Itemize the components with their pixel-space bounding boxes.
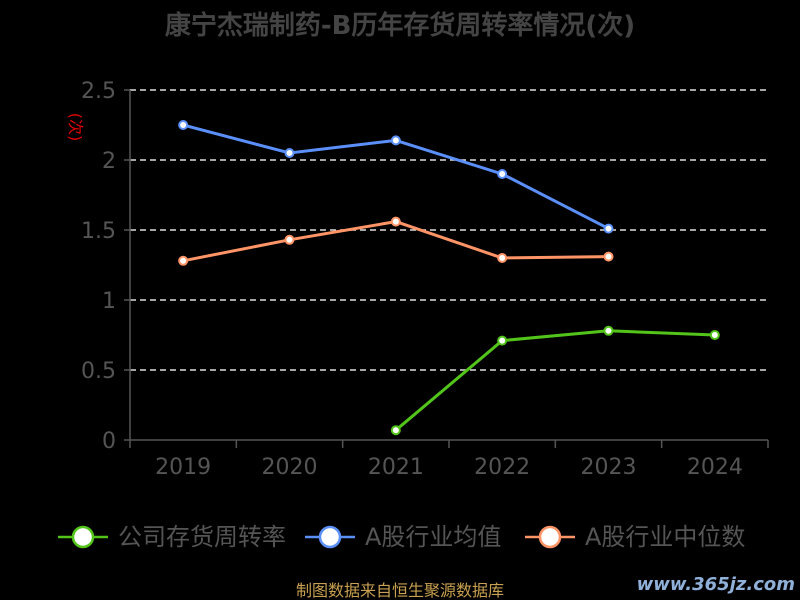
x-tick-label: 2021: [368, 455, 424, 480]
data-point: [497, 335, 508, 346]
data-point: [603, 325, 614, 336]
x-tick-label: 2020: [262, 455, 318, 480]
y-tick-label: 0.5: [81, 359, 116, 384]
data-point: [178, 255, 189, 266]
x-tick-label: 2024: [687, 455, 743, 480]
data-point: [178, 120, 189, 130]
legend-item-2: A股行业均值: [305, 523, 501, 551]
data-point: [284, 148, 295, 158]
y-tick-label: 1: [102, 289, 116, 314]
series-1: [390, 325, 720, 436]
legend-item-3: A股行业中位数: [525, 523, 745, 551]
data-point: [497, 169, 508, 179]
legend-label: A股行业均值: [365, 523, 501, 551]
legend-marker: [538, 525, 562, 549]
series-3: [178, 216, 614, 266]
series-2: [178, 120, 614, 234]
grid: [130, 89, 768, 371]
y-axis: 0 0.5 1 1.5 2 2.5: [81, 79, 131, 454]
y-tick-label: 1.5: [81, 219, 116, 244]
x-tick-label: 2019: [155, 455, 211, 480]
y-axis-unit: (次): [66, 113, 85, 142]
x-tick-label: 2023: [581, 455, 637, 480]
x-axis: 2019 2020 2021 2022 2023 2024: [129, 439, 769, 480]
data-point: [390, 216, 401, 227]
series-line: [394, 329, 715, 432]
y-tick-label: 0: [102, 429, 116, 454]
data-point: [390, 135, 401, 146]
y-tick-label: 2: [102, 149, 116, 174]
x-tick-label: 2022: [474, 455, 530, 480]
data-source: 制图数据来自恒生聚源数据库: [296, 581, 504, 600]
y-tick-label: 2.5: [81, 79, 116, 104]
data-point: [284, 234, 295, 245]
legend-item-1: 公司存货周转率: [58, 523, 286, 551]
series-lines: [178, 120, 720, 436]
series-line: [182, 220, 609, 263]
data-point: [497, 253, 508, 263]
data-point: [709, 330, 720, 340]
data-point: [603, 223, 614, 234]
legend-label: 公司存货周转率: [118, 523, 286, 551]
legend-marker: [71, 525, 95, 549]
watermark: www.365jz.com: [637, 574, 795, 595]
data-point: [390, 425, 401, 436]
legend-marker: [318, 525, 342, 549]
data-point: [603, 251, 614, 262]
legend: 公司存货周转率 A股行业均值 A股行业中位数: [58, 523, 745, 551]
legend-label: A股行业中位数: [585, 523, 745, 551]
chart-title: 康宁杰瑞制药-B历年存货周转率情况(次): [165, 10, 635, 41]
